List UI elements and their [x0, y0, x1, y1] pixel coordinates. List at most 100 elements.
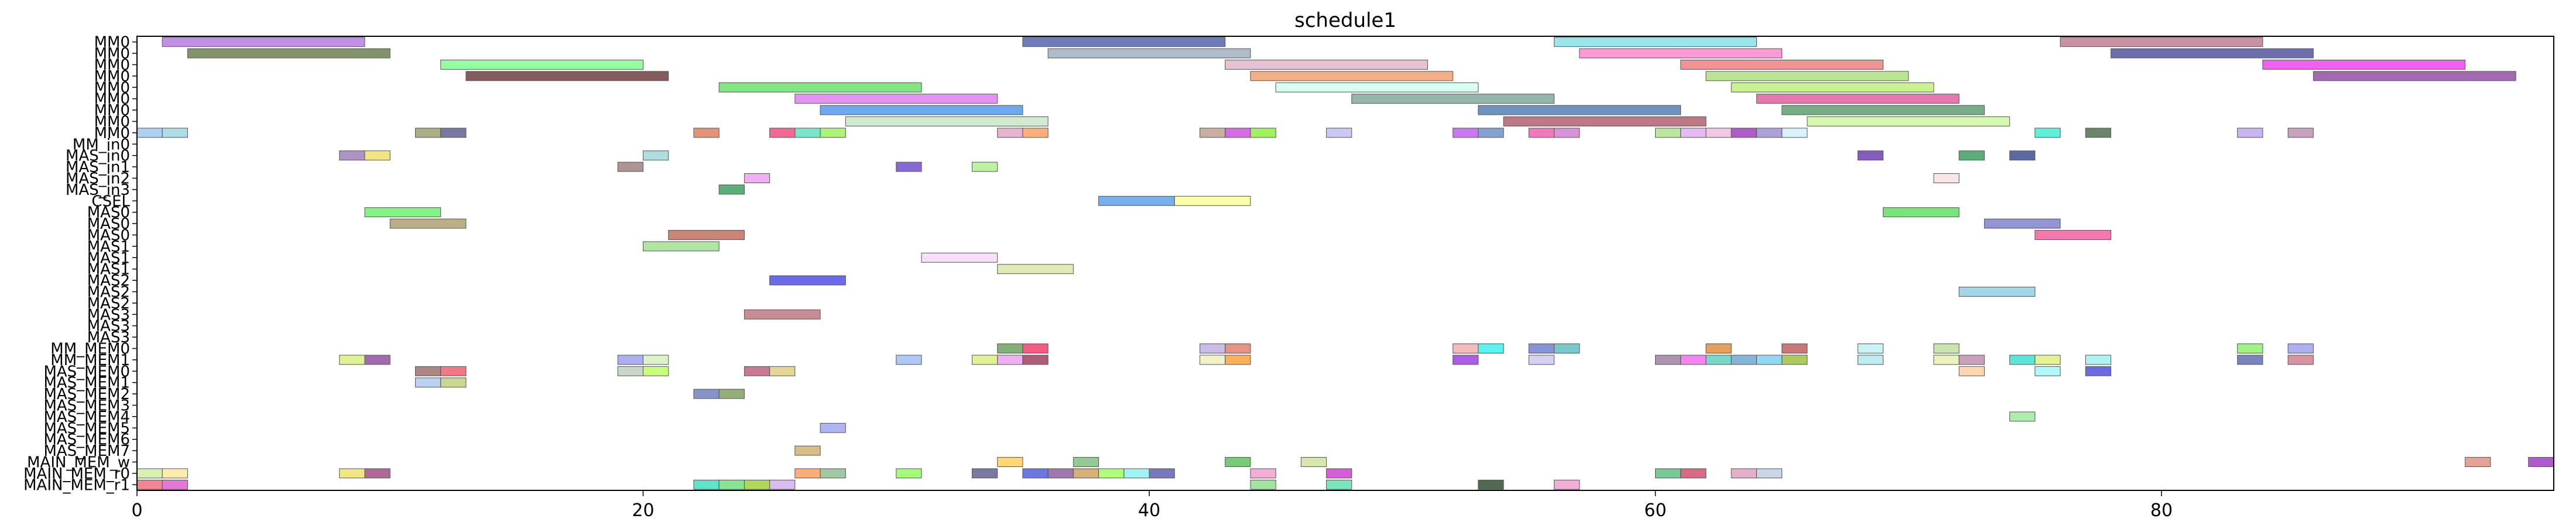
- task-bar-89: [1554, 343, 1580, 353]
- task-bar-44: [1528, 128, 1555, 138]
- row-label-33: MAS_MEM4: [43, 408, 130, 426]
- task-bar-30: [415, 128, 441, 138]
- x-tick-label-4: 80: [2150, 500, 2173, 521]
- task-bar-58: [643, 150, 669, 161]
- task-bar-77: [921, 252, 998, 263]
- task-bar-117: [2009, 355, 2036, 365]
- task-bar-12: [465, 71, 669, 81]
- task-bar-154: [1073, 468, 1099, 479]
- task-bar-27: [1807, 116, 2010, 126]
- task-bar-118: [2034, 355, 2061, 365]
- task-bar-72: [389, 218, 467, 229]
- task-bar-122: [415, 366, 441, 376]
- task-bar-15: [2313, 71, 2516, 81]
- task-bar-75: [2034, 230, 2112, 240]
- task-bar-88: [1528, 343, 1555, 353]
- task-bar-99: [643, 355, 669, 365]
- task-bar-10: [1680, 60, 1884, 70]
- row-label-22: MAS2: [87, 284, 130, 301]
- task-bar-49: [1731, 128, 1757, 138]
- task-bar-93: [1933, 343, 1960, 353]
- task-bar-74: [668, 230, 745, 240]
- row-label-38: MAIN_MEM_r0: [23, 465, 130, 483]
- task-bar-78: [997, 264, 1074, 274]
- task-bar-37: [1022, 128, 1049, 138]
- chart-title: schedule1: [1294, 9, 1396, 32]
- task-bar-157: [1149, 468, 1175, 479]
- task-bar-33: [769, 128, 796, 138]
- task-bar-166: [693, 479, 720, 490]
- row-label-24: MAS3: [87, 306, 130, 324]
- task-bar-71: [1883, 207, 1960, 218]
- task-bar-135: [2009, 411, 2036, 422]
- task-bar-2: [1554, 37, 1757, 47]
- task-bar-68: [1098, 195, 1175, 206]
- task-bar-126: [744, 366, 770, 376]
- task-bars: [136, 37, 2554, 490]
- task-bar-18: [1731, 82, 1934, 92]
- row-label-35: MAS_MEM6: [43, 431, 130, 449]
- plot-frame: [136, 36, 2554, 491]
- x-tick-label-3: 60: [1644, 500, 1666, 521]
- task-bar-98: [617, 355, 644, 365]
- row-label-18: MAS1: [87, 238, 130, 256]
- row-label-16: MAS0: [87, 215, 130, 233]
- row-label-29: MAS_MEM0: [43, 363, 130, 380]
- task-bar-62: [617, 162, 644, 172]
- row-label-9: MM_in0: [73, 136, 130, 153]
- row-label-20: MAS1: [87, 261, 130, 279]
- task-bar-149: [820, 468, 846, 479]
- row-label-14: CSEL: [91, 193, 130, 210]
- task-bar-57: [364, 150, 390, 161]
- task-bar-127: [769, 366, 796, 376]
- task-bar-87: [1478, 343, 1504, 353]
- row-label-7: MM0: [94, 114, 130, 131]
- row-label-23: MAS2: [87, 295, 130, 312]
- task-bar-69: [1174, 195, 1251, 206]
- task-bar-41: [1326, 128, 1352, 138]
- task-bar-95: [2287, 343, 2314, 353]
- task-bar-80: [1958, 287, 2036, 297]
- task-bar-94: [2237, 343, 2263, 353]
- task-bar-142: [2465, 457, 2491, 467]
- row-label-6: MM0: [94, 102, 130, 119]
- task-bar-165: [162, 479, 188, 490]
- row-label-1: MM0: [94, 45, 130, 63]
- task-bar-97: [364, 355, 390, 365]
- task-bar-113: [1782, 355, 1808, 365]
- row-label-3: MM0: [94, 68, 130, 85]
- task-bar-132: [440, 377, 467, 388]
- task-bar-147: [364, 468, 390, 479]
- row-label-21: MAS2: [87, 272, 130, 290]
- row-labels: MM0MM0MM0MM0MM0MM0MM0MM0MM0MM_in0MAS_in0…: [23, 34, 137, 494]
- row-label-4: MM0: [94, 79, 130, 97]
- task-bar-14: [1705, 71, 1909, 81]
- x-tick-label-2: 40: [1138, 500, 1160, 521]
- task-bar-52: [2034, 128, 2061, 138]
- task-bar-96: [339, 355, 365, 365]
- task-bar-56: [339, 150, 365, 161]
- row-label-15: MAS0: [87, 204, 130, 222]
- row-label-34: MAS_MEM5: [43, 420, 130, 437]
- task-bar-4: [187, 48, 390, 59]
- task-bar-110: [1705, 355, 1732, 365]
- task-bar-104: [1199, 355, 1226, 365]
- task-bar-25: [845, 116, 1049, 126]
- task-bar-39: [1225, 128, 1251, 138]
- row-label-8: MM0: [94, 125, 130, 142]
- task-bar-167: [718, 479, 745, 490]
- task-bar-70: [364, 207, 441, 218]
- task-bar-21: [1756, 94, 1960, 104]
- task-bar-158: [1250, 468, 1276, 479]
- task-bar-164: [136, 479, 163, 490]
- task-bar-101: [971, 355, 998, 365]
- task-bar-50: [1756, 128, 1783, 138]
- task-bar-141: [1300, 457, 1327, 467]
- task-bar-11: [2262, 60, 2466, 70]
- task-bar-65: [744, 173, 770, 183]
- row-label-25: MAS3: [87, 318, 130, 335]
- task-bar-160: [1655, 468, 1681, 479]
- row-label-11: MAS_in1: [66, 159, 130, 176]
